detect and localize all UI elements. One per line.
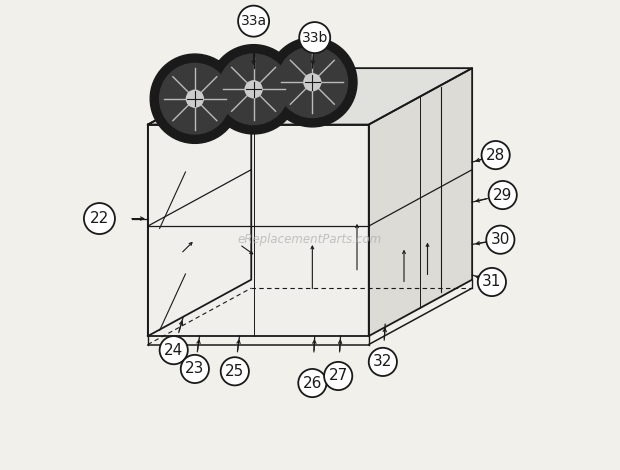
Circle shape: [324, 362, 352, 390]
Circle shape: [478, 268, 506, 296]
Circle shape: [482, 141, 510, 169]
Text: 33b: 33b: [301, 31, 328, 45]
Circle shape: [221, 357, 249, 385]
Text: 31: 31: [482, 274, 502, 290]
Circle shape: [150, 54, 239, 143]
Circle shape: [238, 6, 269, 37]
Circle shape: [84, 203, 115, 234]
Text: 25: 25: [225, 364, 244, 379]
Circle shape: [489, 181, 517, 209]
Circle shape: [209, 45, 298, 134]
Circle shape: [369, 348, 397, 376]
Polygon shape: [148, 125, 369, 336]
Circle shape: [181, 355, 209, 383]
Circle shape: [187, 90, 203, 107]
Polygon shape: [148, 68, 251, 336]
Text: 24: 24: [164, 343, 184, 358]
Circle shape: [304, 74, 321, 91]
Circle shape: [486, 226, 515, 254]
Text: 23: 23: [185, 361, 205, 376]
Text: 26: 26: [303, 376, 322, 391]
Text: eReplacementParts.com: eReplacementParts.com: [238, 233, 382, 246]
Circle shape: [159, 336, 188, 364]
Circle shape: [218, 54, 289, 125]
Circle shape: [159, 63, 230, 134]
Circle shape: [268, 38, 357, 127]
Text: 33a: 33a: [241, 14, 267, 28]
Circle shape: [299, 22, 330, 53]
Circle shape: [298, 369, 327, 397]
Text: 32: 32: [373, 354, 392, 369]
Text: 28: 28: [486, 148, 505, 163]
Polygon shape: [148, 68, 472, 125]
Circle shape: [277, 47, 348, 118]
Circle shape: [245, 81, 262, 98]
Text: 27: 27: [329, 368, 348, 384]
Polygon shape: [369, 68, 472, 336]
Text: 22: 22: [90, 211, 109, 226]
Text: 29: 29: [493, 188, 512, 203]
Text: 30: 30: [490, 232, 510, 247]
